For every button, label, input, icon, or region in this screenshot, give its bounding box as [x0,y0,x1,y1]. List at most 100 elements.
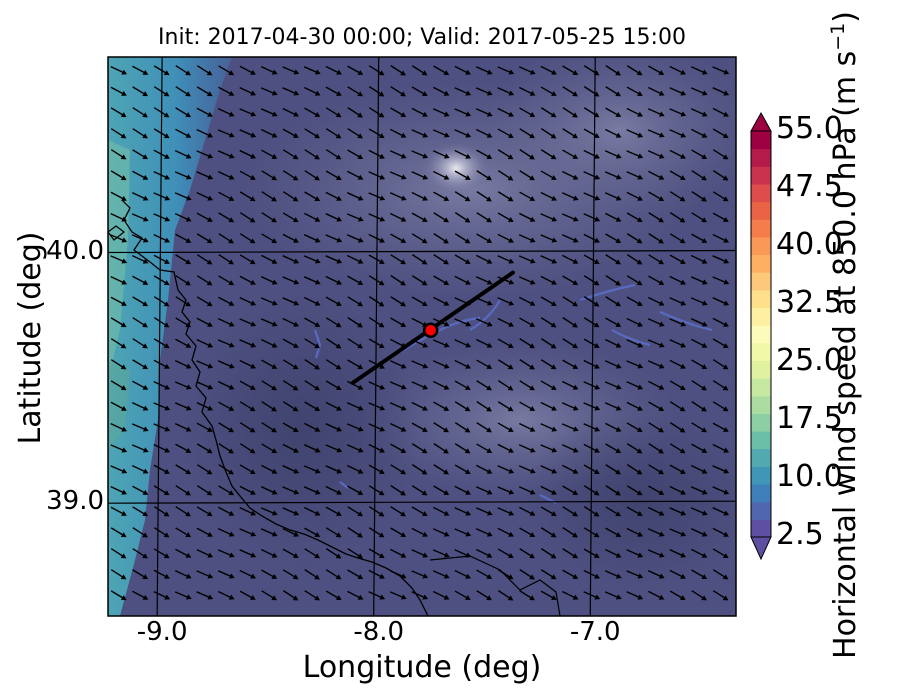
wind-arrow-head [507,364,514,370]
wind-arrow-head [722,196,729,202]
wind-arrow-head [378,112,385,118]
wind-arrow [347,275,364,285]
wind-arrow-head [680,258,686,264]
wind-arrow [153,86,170,97]
wind-arrow [368,485,385,496]
wind-arrow [647,318,665,327]
wind-arrow [196,212,213,222]
wind-arrow [132,359,149,370]
wind-arrow-head [293,258,300,264]
wind-arrow [476,170,492,181]
wind-arrow [626,360,644,369]
wind-arrow-head [421,70,428,76]
wind-arrow-head [336,216,343,222]
wind-arrow-head [723,300,730,306]
wind-arrow-head [142,301,149,307]
wind-arrow [583,443,600,453]
wind-arrow-head [401,384,407,390]
wind-arrow [519,506,536,516]
wind-arrow-head [379,363,385,369]
wind-arrow [346,423,364,432]
wind-arrow [497,128,514,138]
wind-arrow-head [120,175,127,181]
wind-arrow-head [336,426,343,432]
wind-arrow-head [378,301,385,307]
wind-arrow [519,170,535,181]
wind-arrow [647,339,665,348]
wind-arrow-head [701,531,708,537]
wind-arrow [132,338,148,349]
wind-arrow [218,191,235,201]
wind-arrow-head [378,553,385,558]
wind-arrow-head [529,112,536,117]
wind-arrow-head [508,279,515,285]
wind-arrow-head [550,553,557,559]
colorbar-bin [751,131,771,150]
wind-arrow [132,527,148,538]
wind-arrow-head [164,363,170,369]
wind-arrow-head [207,342,214,348]
wind-arrow [174,192,192,201]
wind-arrow-head [701,427,708,433]
wind-arrow-head [314,553,321,559]
wind-arrow [131,401,149,411]
wind-arrow [174,591,192,600]
wind-arrow-head [336,510,342,516]
wind-arrow-head [723,90,730,96]
wind-arrow [239,170,256,180]
wind-arrow [605,506,622,517]
wind-arrow-head [314,343,321,349]
wind-arrow-head [357,594,364,600]
wind-arrow-head [444,552,450,558]
wind-arrow [217,339,235,348]
wind-arrow-head [679,175,686,181]
wind-arrow [368,65,385,76]
wind-arrow [476,422,492,433]
wind-arrow-head [400,216,407,222]
wind-arrow-head [314,531,321,537]
wind-arrow-head [379,216,386,222]
wind-arrow [239,339,257,348]
wind-arrow-head [486,69,493,75]
wind-arrow [626,275,643,286]
wind-arrow-head [164,258,170,264]
wind-arrow-head [120,112,127,118]
wind-arrow [325,191,342,201]
wind-arrow [519,527,536,537]
wind-arrow-head [636,90,643,96]
wind-arrow-head [443,195,450,201]
wind-arrow [605,317,622,327]
wind-arrow-head [615,342,622,348]
wind-arrow [518,255,536,264]
wind-arrow-head [465,510,472,516]
wind-arrow-head [507,385,514,391]
wind-arrow-head [486,175,492,181]
wind-arrow [132,170,149,180]
wind-arrow-head [679,427,686,433]
wind-arrow [626,381,644,390]
wind-arrow-head [529,196,536,201]
wind-arrow [304,149,320,160]
wind-arrow-head [314,111,321,117]
colorbar-tick-label: 55.0 [776,111,843,146]
wind-arrow-head [486,574,493,579]
wind-arrow [475,507,493,516]
wind-arrow-head [378,343,385,349]
wind-vector-field [110,65,730,601]
wind-arrow [540,170,557,180]
wind-arrow-head [422,363,429,369]
wind-arrow-head [615,280,621,286]
wind-arrow-head [508,531,514,537]
wind-arrow [261,401,277,412]
wind-arrow-head [507,217,514,222]
wind-arrow [497,170,514,181]
wind-arrow-head [551,258,558,264]
wind-arrow [476,254,493,264]
wind-arrow [347,296,364,307]
wind-arrow-head [378,280,385,286]
wind-arrow-head [228,153,235,159]
wind-arrow [626,86,643,96]
wind-arrow [390,506,406,517]
wind-arrow-head [207,363,214,369]
wind-arrow [390,212,407,222]
